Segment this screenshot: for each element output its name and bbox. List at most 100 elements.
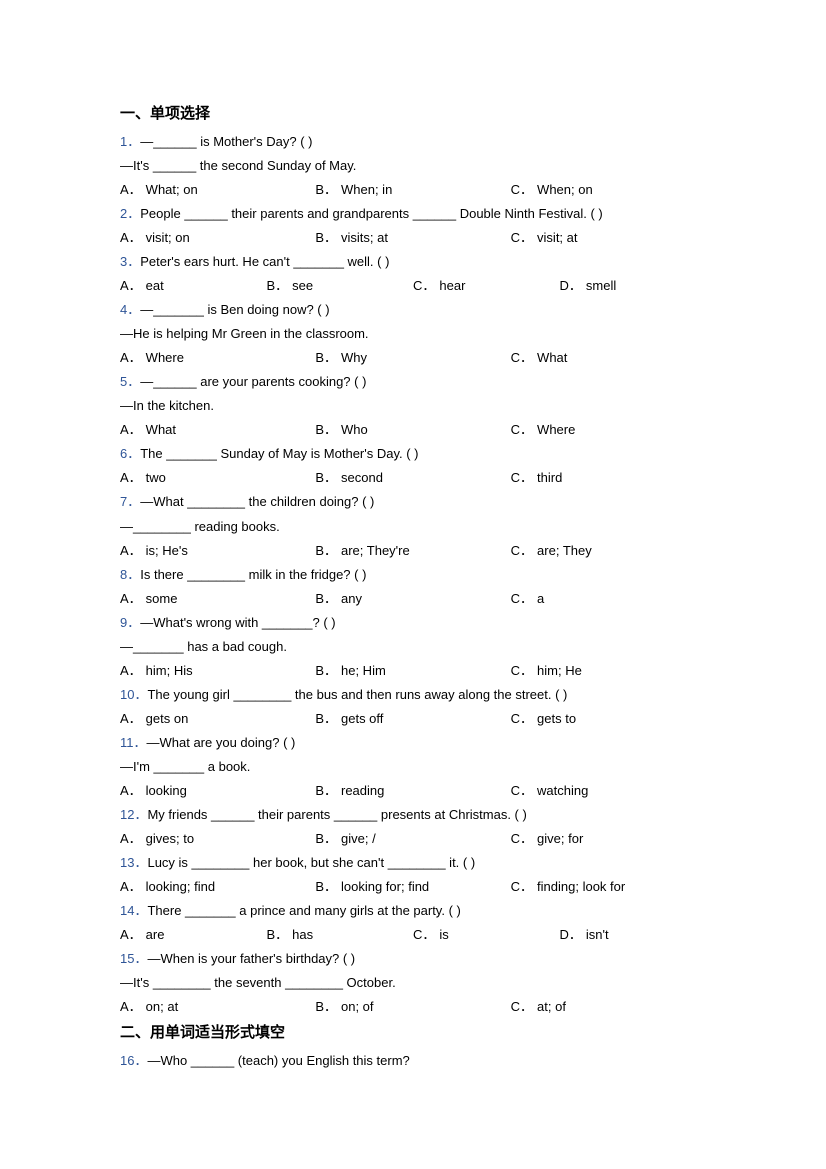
q16-text1: —Who ______ (teach) you English this ter… [147,1053,409,1068]
q15-optB[interactable]: B．on; of [315,995,510,1019]
q5-line2: —In the kitchen. [120,394,706,418]
q15-num: 15． [120,951,147,966]
q3-text1: Peter's ears hurt. He can't _______ well… [140,254,389,269]
q10-options: A．gets on B．gets off C．gets to [120,707,706,731]
q10-optC[interactable]: C．gets to [511,707,706,731]
q14-optC[interactable]: C．is [413,923,560,947]
q14-optB[interactable]: B．has [267,923,414,947]
q3-optD[interactable]: D．smell [560,274,707,298]
q15-optA[interactable]: A．on; at [120,995,315,1019]
q2-text1: People ______ their parents and grandpar… [140,206,603,221]
q6-line1: 6．The _______ Sunday of May is Mother's … [120,442,706,466]
q14-num: 14． [120,903,147,918]
q3-num: 3． [120,254,140,269]
q3-optB[interactable]: B．see [267,274,414,298]
q5-optB[interactable]: B．Who [315,418,510,442]
q2-num: 2． [120,206,140,221]
q15-options: A．on; at B．on; of C．at; of [120,995,706,1019]
q9-line1: 9．—What's wrong with _______? ( ) [120,611,706,635]
q3-optC[interactable]: C．hear [413,274,560,298]
q9-optC[interactable]: C．him; He [511,659,706,683]
q9-optA[interactable]: A．him; His [120,659,315,683]
q9-num: 9． [120,615,140,630]
q5-options: A．What B．Who C．Where [120,418,706,442]
q15-line1: 15．—When is your father's birthday? ( ) [120,947,706,971]
q9-options: A．him; His B．he; Him C．him; He [120,659,706,683]
q6-num: 6． [120,446,140,461]
q12-num: 12． [120,807,147,822]
q8-optB[interactable]: B．any [315,587,510,611]
q9-optB[interactable]: B．he; Him [315,659,510,683]
section-2-title: 二、用单词适当形式填空 [120,1019,706,1047]
q5-num: 5． [120,374,140,389]
q11-options: A．looking B．reading C．watching [120,779,706,803]
q16-line1: 16．—Who ______ (teach) you English this … [120,1049,706,1073]
q3-line1: 3．Peter's ears hurt. He can't _______ we… [120,250,706,274]
q11-line2: —I'm _______ a book. [120,755,706,779]
q1-num: 1． [120,134,140,149]
q13-num: 13． [120,855,147,870]
q12-optA[interactable]: A．gives; to [120,827,315,851]
q16-num: 16． [120,1053,147,1068]
q11-optB[interactable]: B．reading [315,779,510,803]
q13-line1: 13．Lucy is ________ her book, but she ca… [120,851,706,875]
q14-optD[interactable]: D．isn't [560,923,707,947]
q13-options: A．looking; find B．looking for; find C．fi… [120,875,706,899]
q3-optA[interactable]: A．eat [120,274,267,298]
q1-optA[interactable]: A．What; on [120,178,315,202]
q13-optC[interactable]: C．finding; look for [511,875,706,899]
q10-line1: 10．The young girl ________ the bus and t… [120,683,706,707]
q11-num: 11． [120,735,147,750]
q11-optA[interactable]: A．looking [120,779,315,803]
q7-line2: —________ reading books. [120,515,706,539]
q6-optA[interactable]: A．two [120,466,315,490]
q2-optB[interactable]: B．visits; at [315,226,510,250]
q2-optA[interactable]: A．visit; on [120,226,315,250]
q10-optA[interactable]: A．gets on [120,707,315,731]
q11-optC[interactable]: C．watching [511,779,706,803]
q12-optB[interactable]: B．give; / [315,827,510,851]
q4-optA[interactable]: A．Where [120,346,315,370]
q6-optB[interactable]: B．second [315,466,510,490]
q5-optA[interactable]: A．What [120,418,315,442]
q14-line1: 14．There _______ a prince and many girls… [120,899,706,923]
q15-line2: —It's ________ the seventh ________ Octo… [120,971,706,995]
q7-line1: 7．—What ________ the children doing? ( ) [120,490,706,514]
q8-line1: 8．Is there ________ milk in the fridge? … [120,563,706,587]
q7-options: A．is; He's B．are; They're C．are; They [120,539,706,563]
q6-optC[interactable]: C．third [511,466,706,490]
q6-text1: The _______ Sunday of May is Mother's Da… [140,446,418,461]
q1-optC[interactable]: C．When; on [511,178,706,202]
q4-optC[interactable]: C．What [511,346,706,370]
q13-optB[interactable]: B．looking for; find [315,875,510,899]
q1-line1: 1．—______ is Mother's Day? ( ) [120,130,706,154]
q2-optC[interactable]: C．visit; at [511,226,706,250]
q11-line1: 11．—What are you doing? ( ) [120,731,706,755]
q5-optC[interactable]: C．Where [511,418,706,442]
q9-line2: —_______ has a bad cough. [120,635,706,659]
q15-text1: —When is your father's birthday? ( ) [147,951,355,966]
q4-num: 4． [120,302,140,317]
q1-options: A．What; on B．When; in C．When; on [120,178,706,202]
q14-optA[interactable]: A．are [120,923,267,947]
q4-optB[interactable]: B．Why [315,346,510,370]
q10-text1: The young girl ________ the bus and then… [147,687,567,702]
q7-optA[interactable]: A．is; He's [120,539,315,563]
q8-optC[interactable]: C．a [511,587,706,611]
q7-optC[interactable]: C．are; They [511,539,706,563]
q14-text1: There _______ a prince and many girls at… [147,903,460,918]
q4-options: A．Where B．Why C．What [120,346,706,370]
q12-text1: My friends ______ their parents ______ p… [147,807,526,822]
q12-optC[interactable]: C．give; for [511,827,706,851]
q13-optA[interactable]: A．looking; find [120,875,315,899]
q1-optB[interactable]: B．When; in [315,178,510,202]
q7-optB[interactable]: B．are; They're [315,539,510,563]
q10-num: 10． [120,687,147,702]
q8-optA[interactable]: A．some [120,587,315,611]
q10-optB[interactable]: B．gets off [315,707,510,731]
q1-line2: —It's ______ the second Sunday of May. [120,154,706,178]
q8-text1: Is there ________ milk in the fridge? ( … [140,567,366,582]
q2-line1: 2．People ______ their parents and grandp… [120,202,706,226]
q7-num: 7． [120,494,140,509]
q15-optC[interactable]: C．at; of [511,995,706,1019]
